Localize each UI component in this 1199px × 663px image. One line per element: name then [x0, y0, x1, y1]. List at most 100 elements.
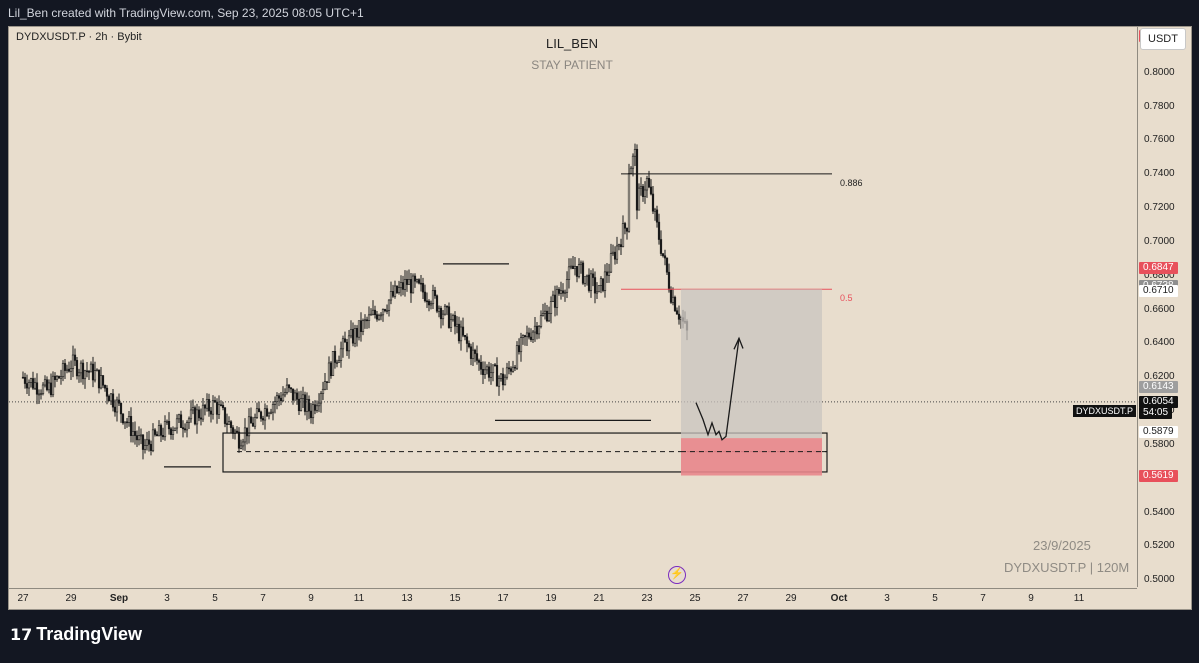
candle-body: [163, 421, 167, 438]
candle-body: [113, 406, 117, 413]
time-axis[interactable]: 27 29 Sep 3 5 7 9 11 13 15 17 19 21 23 25 27 29 Oct 3 5 7 9 11: [9, 588, 1137, 610]
candle-body: [557, 289, 561, 294]
candle-body: [67, 368, 71, 372]
candle-body: [327, 362, 331, 383]
candle-body: [149, 444, 153, 451]
candle-body: [609, 253, 613, 273]
candle-body: [453, 315, 457, 327]
candle-body: [361, 320, 365, 332]
candle-body: [615, 245, 619, 260]
candle-body: [621, 223, 625, 248]
candle-body: [409, 279, 413, 294]
candle-body: [363, 319, 367, 322]
candle-body: [623, 223, 627, 229]
candle-body: [71, 354, 75, 369]
candle-body: [355, 328, 359, 338]
candle-body: [201, 404, 205, 420]
candle-body: [519, 337, 523, 353]
candle-body: [383, 309, 387, 312]
time-tick-label: 11: [1073, 593, 1085, 604]
candle-body: [533, 325, 537, 333]
candle-body: [83, 370, 87, 380]
candle-body: [437, 307, 441, 312]
price-tick-label: 0.5800: [1144, 438, 1175, 450]
candle-body: [243, 427, 247, 443]
candle-body: [351, 329, 355, 344]
candle-body: [171, 430, 175, 435]
candle-body: [581, 262, 585, 284]
candle-body: [89, 363, 93, 373]
candle-body: [431, 290, 435, 305]
candle-body: [273, 401, 277, 405]
candle-body: [353, 328, 357, 344]
candle-body: [445, 305, 449, 308]
candle-body: [631, 155, 635, 169]
candle-body: [397, 287, 401, 293]
candle-body: [141, 434, 145, 450]
candle-body: [203, 404, 207, 409]
candle-body: [119, 402, 123, 415]
tradingview-logo[interactable]: 𝟭𝟳 TradingView: [10, 624, 142, 645]
candle-body: [435, 295, 439, 312]
candle-body: [249, 416, 253, 424]
price-tag-white-5879: 0.5879: [1139, 425, 1178, 438]
candle-body: [469, 346, 473, 359]
candle-body: [499, 373, 503, 379]
candle-body: [91, 363, 95, 381]
candle-body: [313, 404, 317, 411]
candle-body: [505, 367, 509, 378]
candle-body: [461, 326, 465, 336]
projection-arrowhead: [733, 336, 744, 350]
candle-body: [603, 271, 607, 291]
candle-body: [25, 383, 29, 389]
candle-body: [81, 362, 85, 380]
candle-body: [667, 271, 671, 291]
symbol-info[interactable]: DYDXUSDT.P · 2h · Bybit: [16, 31, 142, 43]
price-tick-label: 0.6400: [1144, 337, 1175, 349]
candle-body: [375, 314, 379, 320]
currency-button[interactable]: USDT: [1140, 28, 1186, 50]
candle-body: [85, 370, 89, 373]
candle-body: [537, 326, 541, 335]
lightning-icon[interactable]: ⚡: [668, 566, 686, 584]
candle-body: [135, 435, 139, 441]
time-tick-label: 27: [737, 593, 749, 604]
footer-bar: [0, 611, 1199, 663]
candles-group: [21, 143, 689, 460]
candle-body: [139, 434, 143, 437]
candle-body: [619, 244, 623, 248]
candle-body: [155, 434, 159, 437]
candle-body: [531, 331, 535, 340]
price-axis[interactable]: 0.8000 0.7800 0.7600 0.7400 0.7200 0.7000 0.68…: [1137, 27, 1192, 587]
candle-body: [145, 439, 149, 446]
candle-body: [629, 167, 633, 174]
candle-body: [127, 416, 131, 423]
candle-body: [167, 420, 171, 430]
candle-body: [153, 429, 157, 435]
price-tick-label: 0.7600: [1144, 134, 1175, 146]
candle-body: [117, 399, 121, 404]
candle-body: [429, 303, 433, 306]
candle-body: [515, 345, 519, 369]
time-tick-label: 3: [884, 593, 890, 604]
candle-body: [121, 413, 125, 424]
candle-body: [485, 366, 489, 371]
candle-body: [59, 376, 63, 379]
chart-plot[interactable]: [9, 27, 1137, 587]
time-tick-label: 17: [497, 593, 509, 604]
candle-body: [247, 416, 251, 437]
candle-body: [439, 307, 443, 320]
candle-body: [295, 392, 299, 400]
candle-body: [259, 411, 263, 419]
candle-body: [41, 384, 45, 394]
candle-body: [99, 375, 103, 389]
candle-body: [509, 368, 513, 372]
candle-body: [411, 275, 415, 294]
candle-body: [215, 401, 219, 415]
candle-body: [415, 279, 419, 282]
candle-body: [559, 290, 563, 294]
candle-body: [129, 416, 133, 436]
candle-body: [189, 409, 193, 420]
candle-body: [255, 408, 259, 418]
candle-body: [115, 399, 119, 413]
